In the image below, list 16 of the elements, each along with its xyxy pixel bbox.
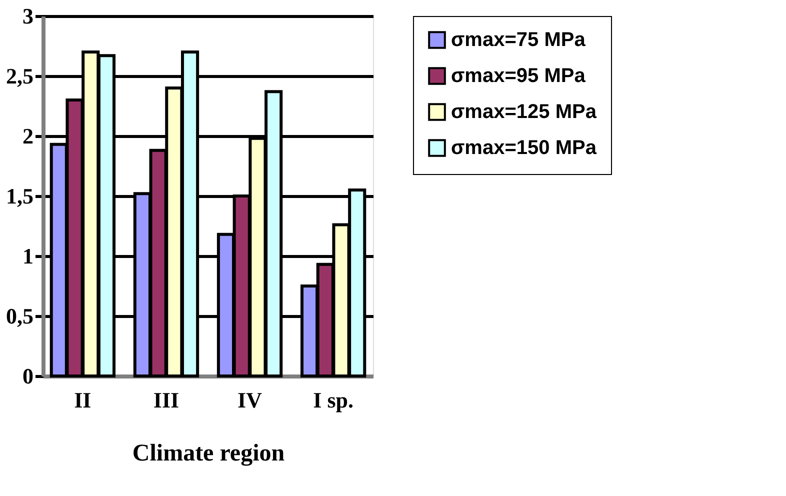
y-tick-label: 1 (22, 244, 34, 268)
y-tick-label: 3 (22, 4, 34, 28)
y-tick-label: 0 (22, 364, 34, 388)
x-tick-label: II (74, 388, 92, 412)
legend-label: σmax=95 MPa (451, 65, 586, 87)
legend-label: σmax=125 MPa (451, 101, 598, 123)
x-tick-label: I sp. (313, 388, 354, 412)
y-tick-label: 1,5 (6, 184, 34, 208)
x-axis-title: Climate region (132, 440, 285, 466)
y-tick-label: 2,5 (6, 64, 34, 88)
legend-label: σmax=150 MPa (451, 137, 598, 159)
y-tick-label: 2 (22, 124, 34, 148)
legend-label: σmax=75 MPa (451, 29, 586, 51)
y-tick-label: 0,5 (6, 304, 34, 328)
x-tick-label: IV (238, 388, 262, 412)
x-tick-label: III (153, 388, 180, 412)
